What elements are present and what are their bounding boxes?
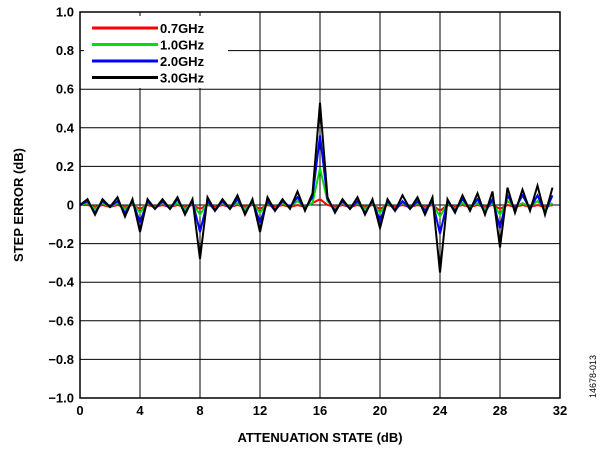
x-tick-label: 0 — [76, 403, 83, 418]
x-tick-label: 12 — [253, 403, 267, 418]
x-tick-label: 32 — [553, 403, 567, 418]
x-tick-label: 24 — [433, 403, 448, 418]
legend-label: 0.7GHz — [160, 21, 205, 36]
x-axis-title: ATTENUATION STATE (dB) — [237, 430, 402, 445]
series-line-3-0ghz — [79, 102, 554, 273]
figure-id: 14678-013 — [588, 355, 598, 398]
y-tick-label: 0 — [67, 198, 74, 213]
legend-label: 2.0GHz — [160, 54, 205, 69]
y-tick-label: −0.4 — [48, 275, 74, 290]
y-tick-label: 1.0 — [56, 5, 74, 20]
y-tick-label: −1.0 — [48, 391, 74, 406]
x-tick-labels: 0 4 8 12 16 20 24 28 32 — [76, 403, 567, 418]
x-tick-label: 4 — [136, 403, 144, 418]
legend-label: 1.0GHz — [160, 38, 205, 53]
plot-frame — [79, 11, 561, 399]
x-tick-label: 16 — [313, 403, 327, 418]
x-tick-label: 8 — [196, 403, 203, 418]
y-tick-label: 0.6 — [56, 82, 74, 97]
y-tick-label: −0.2 — [48, 236, 74, 251]
y-tick-label: 0.2 — [56, 159, 74, 174]
x-tick-label: 28 — [493, 403, 507, 418]
y-tick-label: 0.8 — [56, 43, 74, 58]
series-group — [79, 102, 554, 273]
y-axis-title: STEP ERROR (dB) — [11, 148, 26, 262]
x-tick-label: 20 — [373, 403, 387, 418]
y-tick-label: 0.4 — [56, 120, 75, 135]
legend-label: 3.0GHz — [160, 71, 205, 86]
y-tick-label: −0.6 — [48, 313, 74, 328]
y-tick-labels: −1.0 −0.8 −0.6 −0.4 −0.2 0 0.2 0.4 0.6 0.8 1.0 — [48, 5, 74, 406]
y-tick-label: −0.8 — [48, 352, 74, 367]
